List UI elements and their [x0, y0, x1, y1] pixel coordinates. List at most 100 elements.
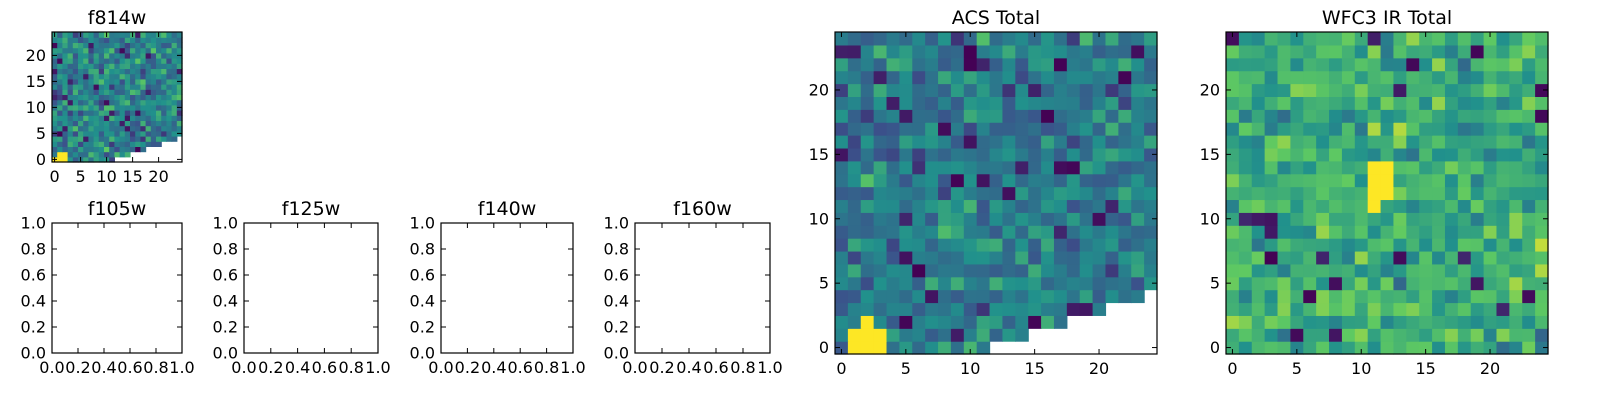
- heatmap-cell: [98, 151, 105, 158]
- heatmap-cell: [1105, 186, 1119, 201]
- heatmap-cell: [1226, 57, 1240, 72]
- heatmap-cell: [176, 37, 183, 43]
- heatmap-cell: [67, 130, 74, 137]
- heatmap-cell: [119, 136, 126, 142]
- heatmap-cell: [912, 70, 926, 85]
- heatmap-cell: [1264, 32, 1279, 46]
- heatmap-cell: [1432, 276, 1446, 291]
- heatmap-cell: [989, 109, 1004, 123]
- heatmap-cell: [1354, 147, 1369, 162]
- heatmap-cell: [1015, 109, 1029, 123]
- x-tick-label: 0.4: [481, 358, 506, 377]
- heatmap-cell: [1483, 276, 1498, 291]
- heatmap-cell: [1144, 199, 1158, 213]
- heatmap-cell: [1329, 160, 1343, 175]
- heatmap-cell: [1354, 238, 1369, 252]
- heatmap-cell: [72, 47, 79, 54]
- heatmap-cell: [1419, 96, 1433, 110]
- heatmap-cell: [1444, 302, 1459, 316]
- heatmap-cell: [62, 125, 69, 132]
- heatmap-cell: [72, 78, 79, 85]
- heatmap-cell: [1066, 289, 1081, 304]
- heatmap-cell: [1522, 238, 1536, 252]
- heatmap-cell: [1303, 328, 1317, 342]
- heatmap-cell: [1535, 225, 1549, 239]
- heatmap-cell: [176, 58, 183, 64]
- heatmap-cell: [109, 146, 115, 153]
- heatmap-cell: [1444, 70, 1459, 85]
- heatmap-cell: [1028, 160, 1042, 175]
- heatmap-cell: [912, 199, 926, 213]
- heatmap-cell: [835, 263, 849, 278]
- heatmap-cell: [98, 47, 105, 54]
- heatmap-cell: [62, 42, 69, 49]
- heatmap-cell: [1105, 238, 1119, 252]
- heatmap-cell: [109, 120, 115, 127]
- heatmap-cell: [912, 109, 926, 123]
- y-tick-label: 0.2: [21, 318, 46, 337]
- heatmap-cell: [1457, 276, 1472, 291]
- heatmap-cell: [135, 32, 141, 38]
- axes-frame: [51, 222, 183, 354]
- heatmap-cell: [1522, 70, 1536, 85]
- heatmap-cell: [83, 42, 89, 49]
- heatmap-cell: [1041, 44, 1055, 59]
- heatmap-cell: [1457, 250, 1472, 265]
- heatmap-cell: [145, 73, 152, 80]
- heatmap-cell: [1354, 341, 1369, 355]
- heatmap-cell: [925, 186, 939, 201]
- heatmap-cell: [1251, 109, 1266, 123]
- heatmap-cell: [67, 110, 74, 116]
- heatmap-cell: [925, 199, 939, 213]
- y-tick-label: 15: [1200, 145, 1220, 164]
- heatmap-cell: [989, 315, 1004, 329]
- heatmap-cell: [1238, 96, 1253, 110]
- heatmap-cell: [1509, 238, 1523, 252]
- heatmap-cell: [899, 44, 913, 59]
- heatmap-cell: [1226, 238, 1240, 252]
- heatmap-cell: [161, 47, 167, 54]
- heatmap-cell: [1470, 238, 1485, 252]
- heatmap-cell: [989, 225, 1004, 239]
- heatmap-cell: [1406, 186, 1420, 201]
- heatmap-cell: [114, 52, 121, 59]
- heatmap-cell: [1105, 289, 1119, 304]
- heatmap-cell: [1367, 302, 1382, 316]
- heatmap-cell: [1105, 173, 1119, 188]
- heatmap-cell: [886, 96, 900, 110]
- heatmap-cell: [93, 63, 100, 69]
- heatmap-cell: [145, 47, 152, 54]
- heatmap-cell: [1367, 147, 1382, 162]
- x-tick-label: 10: [1351, 359, 1371, 378]
- heatmap-cell: [124, 52, 131, 59]
- heatmap-cell: [130, 47, 136, 54]
- heatmap-cell: [88, 120, 95, 127]
- heatmap-cell: [1303, 57, 1317, 72]
- heatmap-cell: [78, 110, 84, 116]
- heatmap-cell: [62, 52, 69, 59]
- heatmap-cell: [72, 136, 79, 142]
- heatmap-cell: [1444, 147, 1459, 162]
- heatmap-cell: [1264, 315, 1279, 329]
- heatmap-cell: [1522, 276, 1536, 291]
- heatmap-cell: [1041, 32, 1055, 46]
- heatmap-cell: [114, 115, 121, 121]
- heatmap-cell: [976, 122, 991, 136]
- heatmap-cell: [1380, 70, 1395, 85]
- heatmap-cell: [1015, 263, 1029, 278]
- heatmap-cell: [1277, 212, 1291, 226]
- heatmap-cell: [860, 341, 875, 355]
- heatmap-cell: [1470, 263, 1485, 278]
- heatmap-cell: [109, 68, 115, 75]
- y-tick-label: 0.8: [410, 240, 435, 259]
- heatmap-cell: [1380, 32, 1395, 46]
- heatmap-cell: [124, 78, 131, 85]
- heatmap-cell: [1105, 263, 1119, 278]
- heatmap-cell: [114, 141, 121, 147]
- heatmap-cell: [1251, 225, 1266, 239]
- heatmap-cell: [925, 135, 939, 149]
- heatmap-cell: [1264, 173, 1279, 188]
- heatmap-cell: [938, 70, 952, 85]
- heatmap-cell: [1066, 32, 1081, 46]
